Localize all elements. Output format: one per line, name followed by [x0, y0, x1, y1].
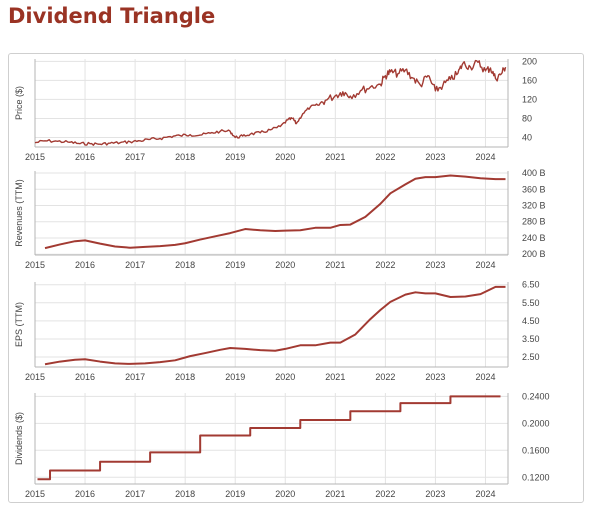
- revenues-xtick-label: 2015: [25, 260, 45, 270]
- dividends-ytick-label: 0.2400: [522, 391, 550, 401]
- revenues-xtick-label: 2021: [325, 260, 345, 270]
- eps-ytick-label: 3.50: [522, 334, 540, 344]
- dividends-series-line: [37, 395, 501, 481]
- price-ytick-label: 120: [522, 94, 537, 104]
- eps-xtick-label: 2016: [75, 372, 95, 382]
- dividends-xtick-label: 2023: [425, 489, 445, 499]
- eps-ylabel: EPS (TTM): [14, 302, 24, 347]
- eps-xtick-label: 2020: [275, 372, 295, 382]
- dividends-xtick-label: 2018: [175, 489, 195, 499]
- eps-ytick-label: 5.50: [522, 298, 540, 308]
- revenues-xtick-label: 2024: [475, 260, 495, 270]
- revenues-ytick-label: 240 B: [522, 233, 546, 243]
- price-ytick-label: 80: [522, 113, 532, 123]
- eps-xtick-label: 2021: [325, 372, 345, 382]
- eps-ytick-label: 6.50: [522, 280, 540, 290]
- eps-xtick-label: 2019: [225, 372, 245, 382]
- dividends-ytick-label: 0.1600: [522, 445, 550, 455]
- price-xtick-label: 2016: [75, 152, 95, 162]
- chart-frame: [8, 53, 584, 503]
- dividends-xtick-label: 2019: [225, 489, 245, 499]
- price-xtick-label: 2021: [325, 152, 345, 162]
- revenues-ylabel: Revenues (TTM): [14, 179, 24, 247]
- price-xtick-label: 2017: [125, 152, 145, 162]
- eps-xtick-label: 2022: [375, 372, 395, 382]
- dividends-ytick-label: 0.1200: [522, 472, 550, 482]
- eps-xtick-label: 2018: [175, 372, 195, 382]
- eps-ytick-label: 2.50: [522, 352, 540, 362]
- price-xtick-label: 2015: [25, 152, 45, 162]
- price-ylabel: Price ($): [14, 86, 24, 120]
- revenues-xtick-label: 2017: [125, 260, 145, 270]
- price-xtick-label: 2024: [475, 152, 495, 162]
- dividends-xtick-label: 2016: [75, 489, 95, 499]
- dividends-ylabel: Dividends ($): [14, 412, 24, 465]
- revenues-ytick-label: 280 B: [522, 217, 546, 227]
- eps-xtick-label: 2023: [425, 372, 445, 382]
- price-xtick-label: 2020: [275, 152, 295, 162]
- revenues-xtick-label: 2016: [75, 260, 95, 270]
- revenues-ytick-label: 200 B: [522, 249, 546, 259]
- eps-xtick-label: 2024: [475, 372, 495, 382]
- price-xtick-label: 2018: [175, 152, 195, 162]
- eps-xtick-label: 2017: [125, 372, 145, 382]
- price-ytick-label: 200: [522, 56, 537, 66]
- price-xtick-label: 2023: [425, 152, 445, 162]
- price-xtick-label: 2019: [225, 152, 245, 162]
- revenues-xtick-label: 2023: [425, 260, 445, 270]
- revenues-series-line: [44, 174, 506, 250]
- eps-series-line: [44, 285, 506, 366]
- eps-xtick-label: 2015: [25, 372, 45, 382]
- revenues-ytick-label: 320 B: [522, 200, 546, 210]
- dividends-xtick-label: 2017: [125, 489, 145, 499]
- price-series-line: [34, 59, 507, 146]
- revenues-ytick-label: 360 B: [522, 184, 546, 194]
- revenues-ytick-label: 400 B: [522, 168, 546, 178]
- dividends-xtick-label: 2024: [475, 489, 495, 499]
- price-ytick-label: 160: [522, 75, 537, 85]
- price-xtick-label: 2022: [375, 152, 395, 162]
- eps-ytick-label: 4.50: [522, 316, 540, 326]
- price-ytick-label: 40: [522, 132, 532, 142]
- dividends-xtick-label: 2015: [25, 489, 45, 499]
- dividends-xtick-label: 2021: [325, 489, 345, 499]
- revenues-xtick-label: 2022: [375, 260, 395, 270]
- revenues-xtick-label: 2018: [175, 260, 195, 270]
- dividends-ytick-label: 0.2000: [522, 418, 550, 428]
- dividends-xtick-label: 2022: [375, 489, 395, 499]
- page-title: Dividend Triangle: [8, 4, 216, 28]
- revenues-xtick-label: 2019: [225, 260, 245, 270]
- revenues-xtick-label: 2020: [275, 260, 295, 270]
- dividends-xtick-label: 2020: [275, 489, 295, 499]
